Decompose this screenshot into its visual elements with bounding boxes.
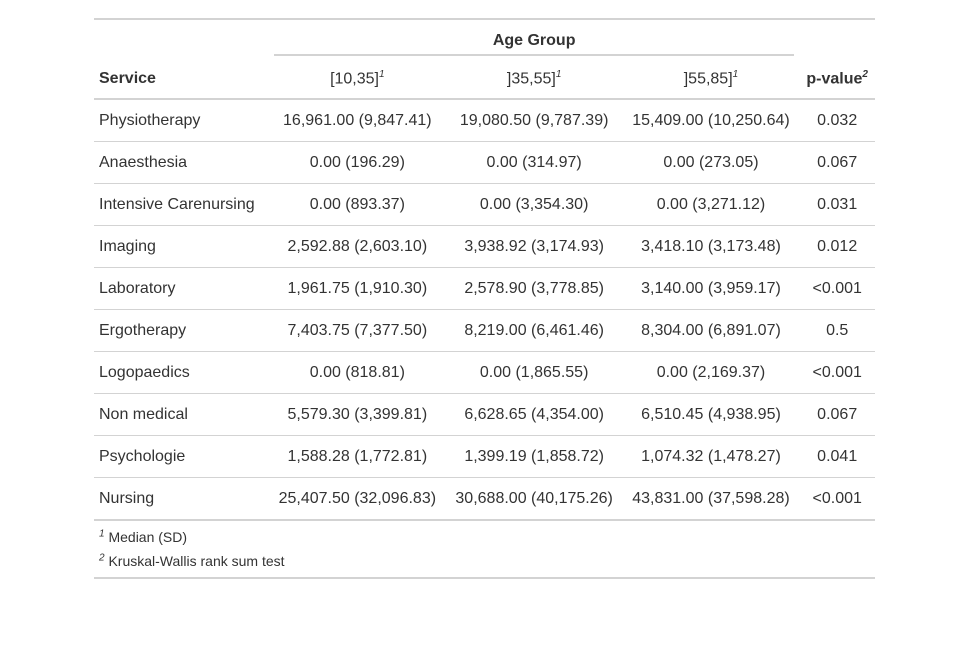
summary-table: Age Group Service [10,35]1 ]35,55]1 ]55,… <box>94 18 875 519</box>
header-service-label: Service <box>99 70 156 87</box>
header-group-3-footnote-marker: 1 <box>732 69 739 81</box>
cell-group-3: 3,140.00 (3,959.17) <box>622 267 800 310</box>
cell-service: Ergotherapy <box>94 309 269 352</box>
cell-group-1: 25,407.50 (32,096.83) <box>268 477 446 519</box>
header-group-2-label: ]35,55] <box>506 70 556 88</box>
cell-group-3: 15,409.00 (10,250.64) <box>632 111 790 129</box>
cell-pvalue: <0.001 <box>799 477 875 519</box>
header-group-1-footnote-marker: 1 <box>379 69 385 81</box>
cell-group-1: 0.00 (196.29) <box>268 141 446 184</box>
cell-pvalue: 0.041 <box>799 435 875 478</box>
footnote-1-marker: 1 <box>99 528 105 540</box>
table-row: Non medical 5,579.30 (3,399.81) 6,628.65… <box>94 393 875 436</box>
cell-group-3: 0.00 (3,271.12) <box>622 183 800 226</box>
cell-pvalue: 0.031 <box>799 183 875 226</box>
cell-service: Intensive Carenursing <box>94 183 269 226</box>
spanner-empty-right <box>799 18 875 60</box>
header-pvalue-label: p-value <box>806 70 863 88</box>
table-row: Ergotherapy 7,403.75 (7,377.50) 8,219.00… <box>94 309 875 352</box>
cell-group-3: 1,074.32 (1,478.27) <box>622 435 800 478</box>
cell-service: Laboratory <box>94 267 269 310</box>
cell-group-2: 1,399.19 (1,858.72) <box>445 435 623 478</box>
cell-pvalue: 0.5 <box>799 309 875 352</box>
footnote-1: 1 Median (SD) <box>99 525 870 549</box>
age-group-spanner-label: Age Group <box>273 32 795 56</box>
table-row: Imaging 2,592.88 (2,603.10) 3,938.92 (3,… <box>94 225 875 268</box>
header-group-3: ]55,85]1 <box>622 60 800 100</box>
cell-group-3: 3,418.10 (3,173.48) <box>622 225 800 268</box>
cell-pvalue: <0.001 <box>799 267 875 310</box>
table-footnotes: 1 Median (SD) 2 Kruskal-Wallis rank sum … <box>94 519 875 579</box>
cell-group-1: 1,961.75 (1,910.30) <box>268 267 446 310</box>
header-group-1-label: [10,35] <box>330 70 379 88</box>
cell-group-2: 8,219.00 (6,461.46) <box>445 309 623 352</box>
cell-group-1: 0.00 (893.37) <box>268 183 446 226</box>
footnote-2-text: Kruskal-Wallis rank sum test <box>108 553 285 569</box>
cell-service: Anaesthesia <box>94 141 269 184</box>
cell-service: Logopaedics <box>94 351 269 394</box>
footnote-2: 2 Kruskal-Wallis rank sum test <box>99 549 870 573</box>
cell-group-1: 2,592.88 (2,603.10) <box>268 225 446 268</box>
cell-group-2: 0.00 (314.97) <box>445 141 623 184</box>
cell-group-3: 0.00 (2,169.37) <box>622 351 800 394</box>
header-pvalue: p-value2 <box>799 60 875 100</box>
header-pvalue-footnote-marker: 2 <box>862 69 868 81</box>
cell-group-2: 30,688.00 (40,175.26) <box>445 477 623 519</box>
cell-service: Imaging <box>94 225 269 268</box>
cell-group-1: 7,403.75 (7,377.50) <box>268 309 446 352</box>
cell-group-1: 1,588.28 (1,772.81) <box>268 435 446 478</box>
cell-group-3: 6,510.45 (4,938.95) <box>622 393 800 436</box>
table-row: Anaesthesia 0.00 (196.29) 0.00 (314.97) … <box>94 141 875 184</box>
cell-service: Physiotherapy <box>99 111 201 129</box>
header-service: Service <box>94 60 269 100</box>
summary-table-container: Age Group Service [10,35]1 ]35,55]1 ]55,… <box>94 18 875 579</box>
cell-group-2: 0.00 (1,865.55) <box>445 351 623 394</box>
cell-pvalue: 0.012 <box>799 225 875 268</box>
cell-group-3: 8,304.00 (6,891.07) <box>622 309 800 352</box>
cell-group-2: 3,938.92 (3,174.93) <box>445 225 623 268</box>
cell-group-3: 43,831.00 (37,598.28) <box>622 477 800 519</box>
cell-group-3: 0.00 (273.05) <box>622 141 800 184</box>
header-group-3-label: ]55,85] <box>683 70 733 88</box>
age-group-spanner: Age Group <box>268 18 800 60</box>
header-group-2: ]35,55]1 <box>445 60 623 100</box>
cell-group-1: 5,579.30 (3,399.81) <box>268 393 446 436</box>
cell-group-2: 19,080.50 (9,787.39) <box>459 111 609 129</box>
cell-group-2: 2,578.90 (3,778.85) <box>445 267 623 310</box>
footnote-2-marker: 2 <box>99 552 105 564</box>
cell-pvalue: <0.001 <box>799 351 875 394</box>
footnote-1-text: Median (SD) <box>108 529 188 545</box>
cell-pvalue: 0.067 <box>799 141 875 184</box>
table-row: Nursing 25,407.50 (32,096.83) 30,688.00 … <box>94 477 875 519</box>
cell-group-2: 6,628.65 (4,354.00) <box>445 393 623 436</box>
table-row: Logopaedics 0.00 (818.81) 0.00 (1,865.55… <box>94 351 875 394</box>
cell-group-1: 0.00 (818.81) <box>268 351 446 394</box>
cell-service: Non medical <box>94 393 269 436</box>
cell-service: Nursing <box>94 477 269 519</box>
spanner-empty-left <box>94 18 269 60</box>
table-row: Psychologie 1,588.28 (1,772.81) 1,399.19… <box>94 435 875 478</box>
table-row: Physiotherapy 16,961.00 (9,847.41) 19,08… <box>94 99 875 142</box>
cell-pvalue: 0.032 <box>817 111 858 129</box>
cell-service: Psychologie <box>94 435 269 478</box>
cell-group-1: 16,961.00 (9,847.41) <box>283 111 432 129</box>
cell-group-2: 0.00 (3,354.30) <box>445 183 623 226</box>
table-row: Intensive Carenursing 0.00 (893.37) 0.00… <box>94 183 875 226</box>
header-group-1: [10,35]1 <box>268 60 446 100</box>
header-group-2-footnote-marker: 1 <box>555 69 562 81</box>
table-row: Laboratory 1,961.75 (1,910.30) 2,578.90 … <box>94 267 875 310</box>
cell-pvalue: 0.067 <box>799 393 875 436</box>
